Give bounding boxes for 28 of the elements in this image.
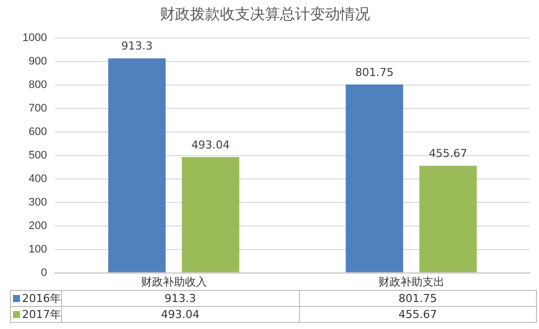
chart-title: 财政拨款收支决算总计变动情况 [160, 4, 370, 23]
x-tick-label: 财政补助收入 [140, 275, 207, 288]
data-label: 493.04 [62, 306, 299, 322]
bar [346, 84, 404, 272]
y-tick-label: 0 [40, 266, 47, 279]
text: 913.3 [121, 40, 153, 53]
y-tick-label: 100 [28, 243, 47, 256]
y-tick-label: 500 [28, 149, 47, 162]
bar [419, 166, 477, 272]
x-tick-label: 财政补助支出 [378, 275, 444, 288]
y-tick-label: 1000 [22, 32, 47, 44]
y-tick-label: 800 [28, 78, 47, 91]
text: 455.67 [428, 147, 468, 160]
y-tick-label: 400 [28, 172, 47, 185]
text: 493.04 [191, 138, 230, 152]
legend-label: 2016年 [10, 290, 62, 306]
bar [182, 157, 240, 272]
data-label: 801.75 [299, 290, 536, 306]
y-tick-label: 600 [28, 126, 47, 138]
legend-label: 2017年 [10, 306, 62, 322]
y-tick-label: 200 [28, 220, 47, 232]
data-label: 455.67 [299, 306, 536, 322]
data-label: 913.3 [62, 290, 299, 306]
y-tick-label: 900 [28, 56, 47, 68]
y-tick-label: 300 [28, 196, 47, 208]
text: 801.75 [355, 66, 394, 79]
bar [108, 58, 166, 272]
y-tick-label: 700 [28, 102, 47, 114]
